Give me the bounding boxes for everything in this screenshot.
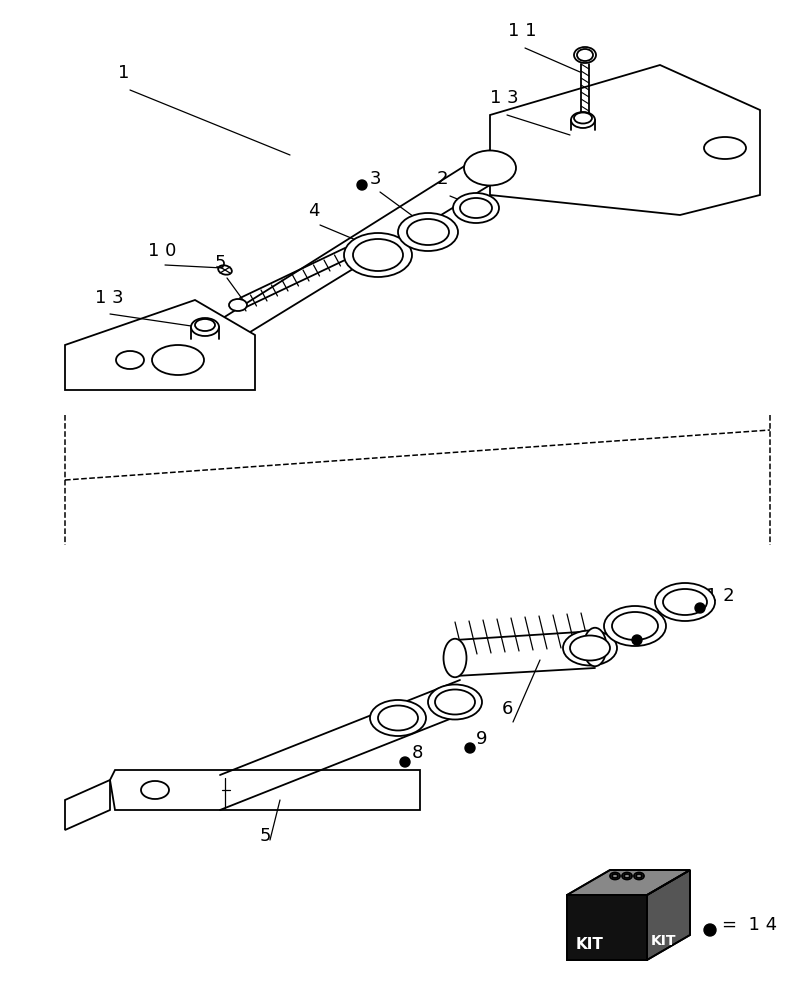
Polygon shape <box>65 300 255 390</box>
Circle shape <box>694 603 704 613</box>
Ellipse shape <box>344 233 411 277</box>
Ellipse shape <box>583 628 606 666</box>
Ellipse shape <box>397 213 457 251</box>
Circle shape <box>703 924 715 936</box>
Ellipse shape <box>460 198 491 218</box>
Ellipse shape <box>453 193 499 223</box>
Text: 5: 5 <box>260 827 271 845</box>
Ellipse shape <box>152 345 204 375</box>
Ellipse shape <box>191 318 219 336</box>
Ellipse shape <box>370 700 426 736</box>
Ellipse shape <box>611 612 657 640</box>
Ellipse shape <box>443 639 466 677</box>
Ellipse shape <box>569 636 609 660</box>
Ellipse shape <box>663 589 706 615</box>
Ellipse shape <box>635 874 642 878</box>
Ellipse shape <box>406 219 448 245</box>
Ellipse shape <box>427 684 482 720</box>
Ellipse shape <box>654 583 714 621</box>
Ellipse shape <box>378 706 418 730</box>
Text: 9: 9 <box>475 730 487 748</box>
Polygon shape <box>566 870 689 895</box>
Text: 2: 2 <box>436 170 448 188</box>
Circle shape <box>631 635 642 645</box>
Text: 3: 3 <box>370 170 381 188</box>
Text: KIT: KIT <box>575 937 603 952</box>
Ellipse shape <box>570 112 594 128</box>
Ellipse shape <box>609 872 620 880</box>
Ellipse shape <box>573 112 591 123</box>
Text: 1 3: 1 3 <box>95 289 123 307</box>
Ellipse shape <box>623 874 629 878</box>
Ellipse shape <box>562 631 616 666</box>
Ellipse shape <box>463 150 515 186</box>
Polygon shape <box>109 770 419 810</box>
Circle shape <box>357 180 367 190</box>
Text: =  1 4: = 1 4 <box>721 916 776 934</box>
Text: 7: 7 <box>643 622 654 640</box>
Text: 6: 6 <box>501 700 513 718</box>
Ellipse shape <box>435 690 474 714</box>
Text: 1 1: 1 1 <box>508 22 536 40</box>
Polygon shape <box>489 65 759 215</box>
Polygon shape <box>646 870 689 960</box>
Circle shape <box>465 743 474 753</box>
Text: 1 0: 1 0 <box>148 242 176 260</box>
Circle shape <box>400 757 410 767</box>
Ellipse shape <box>195 319 215 331</box>
Polygon shape <box>65 780 109 830</box>
Ellipse shape <box>621 872 631 880</box>
Text: 4: 4 <box>307 202 319 220</box>
Ellipse shape <box>573 47 595 63</box>
Text: 1 3: 1 3 <box>489 89 518 107</box>
Text: KIT: KIT <box>650 934 676 948</box>
Ellipse shape <box>603 606 665 646</box>
Ellipse shape <box>633 872 643 880</box>
Ellipse shape <box>353 239 402 271</box>
Text: 8: 8 <box>411 744 423 762</box>
Text: 1: 1 <box>118 64 129 82</box>
Ellipse shape <box>577 49 592 61</box>
Ellipse shape <box>611 874 617 878</box>
Text: 5: 5 <box>215 254 226 272</box>
Ellipse shape <box>229 299 247 311</box>
Text: 1 2: 1 2 <box>705 587 734 605</box>
Polygon shape <box>566 895 646 960</box>
